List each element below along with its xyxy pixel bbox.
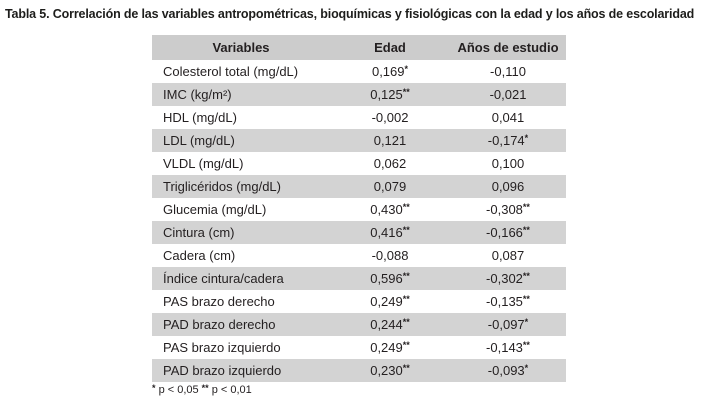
edad-value-cell: 0,062	[373, 156, 407, 171]
table-header-row: Variables Edad Años de estudio	[152, 35, 566, 60]
p-value-1: p < 0,05	[158, 384, 199, 396]
edad-value-cell: 0,125**	[330, 83, 450, 106]
edad-value-cell: 0,079	[330, 175, 450, 198]
anos-de-estudio-value-cell: 0,041	[491, 110, 525, 125]
variable-cell: VLDL (mg/dL)	[163, 156, 244, 171]
edad-value-cell: -0,002	[371, 110, 409, 125]
variable-cell: PAS brazo derecho	[163, 294, 275, 309]
significance-asterisk: *	[524, 363, 529, 373]
table-row: Glucemia (mg/dL) 0,430** -0,308**	[152, 198, 566, 221]
variable-cell: PAD brazo derecho	[152, 313, 330, 336]
table-body: Colesterol total (mg/dL) 0,169* -0,110 IMC …	[152, 60, 566, 382]
variable-cell: HDL (mg/dL)	[163, 110, 237, 125]
edad-value-cell: 0,244**	[330, 313, 450, 336]
anos-de-estudio-value-cell: -0,097*	[450, 313, 566, 336]
table-row: PAD brazo derecho 0,244** -0,097*	[152, 313, 566, 336]
significance-asterisk: **	[402, 225, 410, 235]
variable-cell: PAS brazo izquierdo	[163, 340, 281, 355]
anos-de-estudio-value-cell: 0,100	[491, 156, 525, 171]
significance-asterisk: **	[402, 271, 410, 281]
significance-asterisk: **	[522, 340, 530, 350]
significance-asterisk: **	[522, 294, 530, 304]
variable-cell: IMC (kg/m²)	[152, 83, 330, 106]
edad-value-cell: 0,416**	[330, 221, 450, 244]
edad-value-cell: 0,121	[330, 129, 450, 152]
table-row: Índice cintura/cadera 0,596** -0,302**	[152, 267, 566, 290]
table-row: Colesterol total (mg/dL) 0,169* -0,110	[152, 60, 566, 83]
anos-de-estudio-value-cell: -0,021	[450, 83, 566, 106]
table-row: Cadera (cm) -0,088 0,087	[152, 244, 566, 267]
table-row: Cintura (cm) 0,416** -0,166**	[152, 221, 566, 244]
single-asterisk-marker: *	[152, 383, 156, 393]
significance-asterisk: **	[402, 340, 410, 350]
significance-asterisk: **	[402, 363, 410, 373]
significance-asterisk: **	[522, 225, 530, 235]
edad-value-cell: 0,169*	[371, 64, 409, 79]
anos-de-estudio-value-cell: 0,087	[491, 248, 525, 263]
anos-de-estudio-value-cell: -0,174*	[450, 129, 566, 152]
variable-cell: PAD brazo izquierdo	[152, 359, 330, 382]
anos-de-estudio-value-cell: -0,143**	[486, 340, 530, 355]
significance-asterisk: **	[522, 202, 530, 212]
variable-cell: Colesterol total (mg/dL)	[163, 64, 299, 79]
significance-asterisk: **	[402, 202, 410, 212]
significance-asterisk: **	[402, 87, 410, 97]
table-row: IMC (kg/m²) 0,125** -0,021	[152, 83, 566, 106]
col-header-edad: Edad	[330, 35, 450, 60]
significance-asterisk: *	[524, 317, 529, 327]
anos-de-estudio-value-cell: -0,135**	[486, 294, 530, 309]
anos-de-estudio-value-cell: -0,302**	[450, 267, 566, 290]
significance-footnote: * p < 0,05 ** p < 0,01	[152, 383, 255, 397]
double-asterisk-marker: **	[201, 383, 209, 393]
edad-value-cell: 0,249**	[370, 340, 410, 355]
edad-value-cell: 0,230**	[330, 359, 450, 382]
correlation-table: Variables Edad Años de estudio Colestero…	[152, 35, 566, 382]
edad-value-cell: 0,249**	[370, 294, 410, 309]
significance-asterisk: **	[402, 294, 410, 304]
significance-asterisk: *	[404, 64, 409, 74]
table-row: PAS brazo izquierdo 0,249** -0,143**	[152, 336, 566, 359]
anos-de-estudio-value-cell: -0,110	[490, 64, 526, 79]
edad-value-cell: -0,088	[371, 248, 409, 263]
table-row: PAD brazo izquierdo 0,230** -0,093*	[152, 359, 566, 382]
table-row: Triglicéridos (mg/dL) 0,079 0,096	[152, 175, 566, 198]
significance-asterisk: **	[522, 271, 530, 281]
p-value-2: p < 0,01	[211, 384, 252, 396]
variable-cell: Cintura (cm)	[152, 221, 330, 244]
variable-cell: Cadera (cm)	[163, 248, 236, 263]
variable-cell: Triglicéridos (mg/dL)	[152, 175, 330, 198]
significance-asterisk: **	[402, 317, 410, 327]
anos-de-estudio-value-cell: -0,166**	[450, 221, 566, 244]
variable-cell: Índice cintura/cadera	[152, 267, 330, 290]
col-header-variables: Variables	[152, 35, 330, 60]
col-header-anos-de-estudio: Años de estudio	[450, 35, 566, 60]
table-row: LDL (mg/dL) 0,121 -0,174*	[152, 129, 566, 152]
table-row: VLDL (mg/dL) 0,062 0,100	[152, 152, 566, 175]
table-row: PAS brazo derecho 0,249** -0,135**	[152, 290, 566, 313]
anos-de-estudio-value-cell: -0,093*	[450, 359, 566, 382]
variable-cell: LDL (mg/dL)	[152, 129, 330, 152]
variable-cell: Glucemia (mg/dL)	[163, 202, 267, 217]
edad-value-cell: 0,430**	[370, 202, 410, 217]
table-title: Tabla 5. Correlación de las variables an…	[5, 7, 695, 21]
edad-value-cell: 0,596**	[330, 267, 450, 290]
significance-asterisk: *	[524, 133, 529, 143]
anos-de-estudio-value-cell: 0,096	[450, 175, 566, 198]
table-row: HDL (mg/dL) -0,002 0,041	[152, 106, 566, 129]
anos-de-estudio-value-cell: -0,308**	[486, 202, 530, 217]
